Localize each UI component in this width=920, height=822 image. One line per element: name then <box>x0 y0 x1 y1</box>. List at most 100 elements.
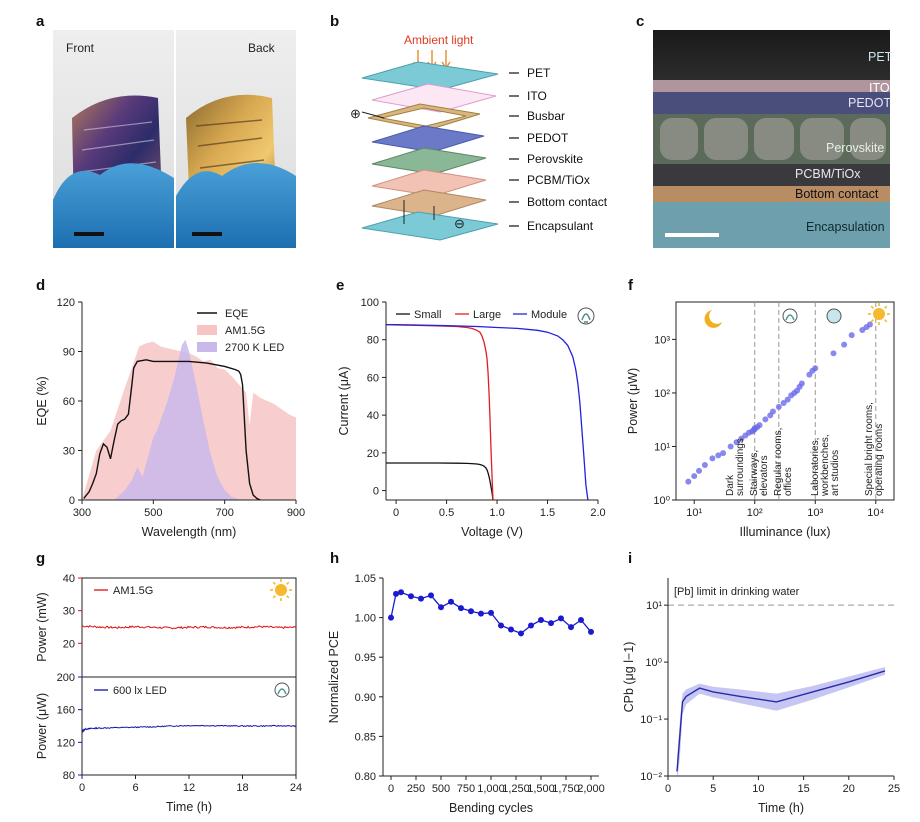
layer-label-7: Bottom contact <box>527 195 608 209</box>
y-tick-label: 10⁻¹ <box>640 714 662 726</box>
layer-label-3: Busbar <box>527 109 565 123</box>
data-point <box>848 332 855 339</box>
x-tick-label: 10 <box>752 783 764 795</box>
ambient-light-label: Ambient light <box>404 33 474 47</box>
layer-label-1: PET <box>527 66 551 80</box>
x-tick-label: 24 <box>290 782 302 794</box>
chart-eqe-spectrum: 300 500 700 900 0 30 60 90 120 Wavelength (nm) EQE… <box>35 297 305 539</box>
layer-encapsulant <box>361 211 499 241</box>
lightbulb-filament <box>277 688 287 695</box>
lightbulb-filament <box>581 313 591 323</box>
y-axis-title: EQE (%) <box>35 376 49 425</box>
data-point <box>812 365 819 372</box>
y-axis-title: Power (μW) <box>626 368 640 434</box>
y-tick-label: 120 <box>57 737 75 749</box>
y-tick-label: 60 <box>63 396 75 408</box>
layer-pcbm <box>371 169 487 197</box>
data-point <box>518 630 524 637</box>
scale-bar <box>665 233 719 237</box>
legend-label-led: 2700 K LED <box>225 342 284 354</box>
sun-ray <box>884 319 888 323</box>
y-tick-label: 30 <box>63 446 75 458</box>
data-point <box>733 439 740 446</box>
negative-terminal-icon: ⊖ <box>454 216 465 231</box>
series-module-line <box>386 323 589 500</box>
legend-swatch-am15g <box>197 325 217 335</box>
panel-label-b: b <box>330 13 339 30</box>
y-axis-title-bottom: Power (μW) <box>35 693 49 759</box>
sun-ray <box>272 595 276 599</box>
x-tick-label: 300 <box>73 507 91 519</box>
legend-label-am15g: AM1.5G <box>113 585 153 597</box>
layer-pedot <box>371 125 485 153</box>
layer-label-2: ITO <box>527 89 547 103</box>
x-tick-label: 0 <box>665 783 671 795</box>
data-point <box>388 614 394 621</box>
photo-label-front: Front <box>66 41 95 55</box>
y-tick-label: 0 <box>373 486 379 498</box>
data-point <box>558 615 564 622</box>
x-tick-label: 1.5 <box>540 507 555 519</box>
sem-pcbm-band <box>653 164 890 186</box>
data-point <box>685 478 692 485</box>
y-tick-label: 10⁰ <box>645 657 662 669</box>
data-point <box>508 626 514 633</box>
sun-icon <box>275 584 287 596</box>
y-tick-label: 200 <box>57 672 75 684</box>
y-tick-label: 0.90 <box>355 692 376 704</box>
data-point <box>798 380 805 387</box>
moon-icon <box>704 310 722 328</box>
data-point <box>830 350 837 357</box>
legend-label-eqe: EQE <box>225 308 248 320</box>
y-tick-label: 90 <box>63 347 75 359</box>
x-axis-title: Time (h) <box>758 801 804 815</box>
x-tick-label: 0 <box>388 783 394 795</box>
panel-label-g: g <box>36 550 45 567</box>
x-tick-label: 0 <box>393 507 399 519</box>
sun-ray <box>870 305 874 309</box>
layer-busbar <box>367 103 481 131</box>
photo-label-back: Back <box>248 41 276 55</box>
y-tick-label: 1.05 <box>355 573 376 585</box>
scale-bar <box>192 232 222 236</box>
y-tick-label: 0.85 <box>355 731 376 743</box>
x-tick-label: 1,500 <box>527 783 555 795</box>
y-tick-label: 10² <box>654 388 670 400</box>
series-error-band <box>677 667 885 776</box>
series-cpb-line <box>676 670 886 772</box>
y-axis-title-top: Power (mW) <box>35 592 49 661</box>
x-tick-label: 500 <box>432 783 450 795</box>
series-small-line <box>386 462 494 500</box>
plot-area <box>386 323 589 500</box>
layer-label-6: PCBM/TiOx <box>527 173 590 187</box>
data-point <box>418 595 424 602</box>
panel-label-d: d <box>36 277 45 294</box>
x-tick-label: 2,000 <box>577 783 605 795</box>
data-point <box>784 396 791 403</box>
panel-b-layer-stack: Ambient light ⊕ ⊖ PET ITO Busbar PEDOT Perov… <box>350 33 608 241</box>
data-point <box>769 408 776 415</box>
y-tick-label: 30 <box>63 606 75 618</box>
panel-label-a: a <box>36 13 45 30</box>
sem-label-6: Bottom contact <box>795 187 879 201</box>
y-axis-title: CPb (μg l−1) <box>622 642 636 713</box>
series-led-area <box>114 339 247 500</box>
layer-label-list: PET ITO Busbar PEDOT Perovskite PCBM/TiOx Bott… <box>509 66 608 233</box>
data-point <box>578 616 584 623</box>
panel-label-f: f <box>628 277 634 294</box>
sem-pedot-band <box>653 92 890 114</box>
y-axis-title: Current (μA) <box>337 366 351 435</box>
y-tick-label: 0.95 <box>355 652 376 664</box>
x-tick-label: 20 <box>843 783 855 795</box>
panel-label-h: h <box>330 550 339 567</box>
x-tick-label: 6 <box>132 782 138 794</box>
data-point <box>709 455 716 462</box>
chart-lead-leakage: [Pb] limit in drinking water 0 5 10 15 20 25 10… <box>622 578 900 815</box>
data-point <box>538 616 544 623</box>
data-point <box>775 403 782 410</box>
y-tick-label: 10¹ <box>654 441 670 453</box>
limit-label: [Pb] limit in drinking water <box>674 586 800 598</box>
